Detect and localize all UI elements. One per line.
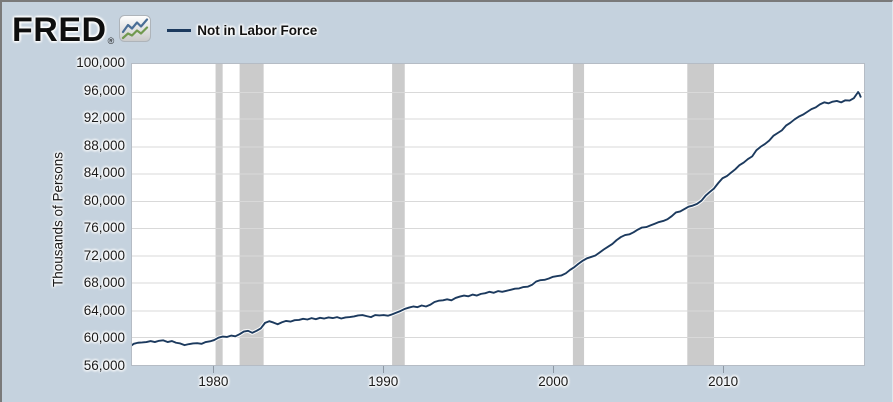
y-tick-label: 72,000 xyxy=(83,247,125,263)
recession-band xyxy=(572,64,585,365)
y-tick-label: 92,000 xyxy=(83,110,125,126)
recession-band xyxy=(215,64,223,365)
series-line xyxy=(132,91,862,347)
fred-registered-mark: ® xyxy=(107,36,115,46)
y-tick-label: 84,000 xyxy=(83,165,125,181)
x-tick-label: 1990 xyxy=(368,374,399,389)
x-tick-label: 2010 xyxy=(708,374,739,389)
y-tick-label: 100,000 xyxy=(76,55,125,70)
y-tick-label: 76,000 xyxy=(83,220,125,236)
y-tick-label: 60,000 xyxy=(83,330,125,346)
plot-area[interactable] xyxy=(131,63,865,366)
y-tick-label: 64,000 xyxy=(83,302,125,318)
recession-band xyxy=(239,64,264,365)
chart-legend: Not in Labor Force xyxy=(167,23,317,38)
x-tick-mark xyxy=(723,366,725,373)
series-line-swatch xyxy=(167,28,192,32)
y-tick-label: 56,000 xyxy=(83,358,125,373)
fred-logo-text: FRED xyxy=(12,11,107,49)
y-tick-label: 88,000 xyxy=(83,137,125,153)
x-tick-mark xyxy=(213,366,215,373)
y-tick-label: 96,000 xyxy=(83,82,125,98)
x-tick-label: 1980 xyxy=(198,374,229,389)
line-chart-icon xyxy=(119,15,152,47)
series-legend-label: Not in Labor Force xyxy=(197,22,318,38)
x-tick-label: 2000 xyxy=(538,374,569,389)
graph-header: FRED ® Not in Labor Force xyxy=(12,8,317,48)
chart-canvas[interactable] xyxy=(132,64,864,365)
y-tick-label: 80,000 xyxy=(83,192,125,208)
recession-band xyxy=(392,64,405,365)
x-tick-mark xyxy=(553,366,555,373)
recession-band xyxy=(687,64,715,365)
y-tick-label: 68,000 xyxy=(83,275,125,291)
x-tick-mark xyxy=(383,366,385,373)
fred-logo-link[interactable]: FRED ® xyxy=(12,9,152,49)
